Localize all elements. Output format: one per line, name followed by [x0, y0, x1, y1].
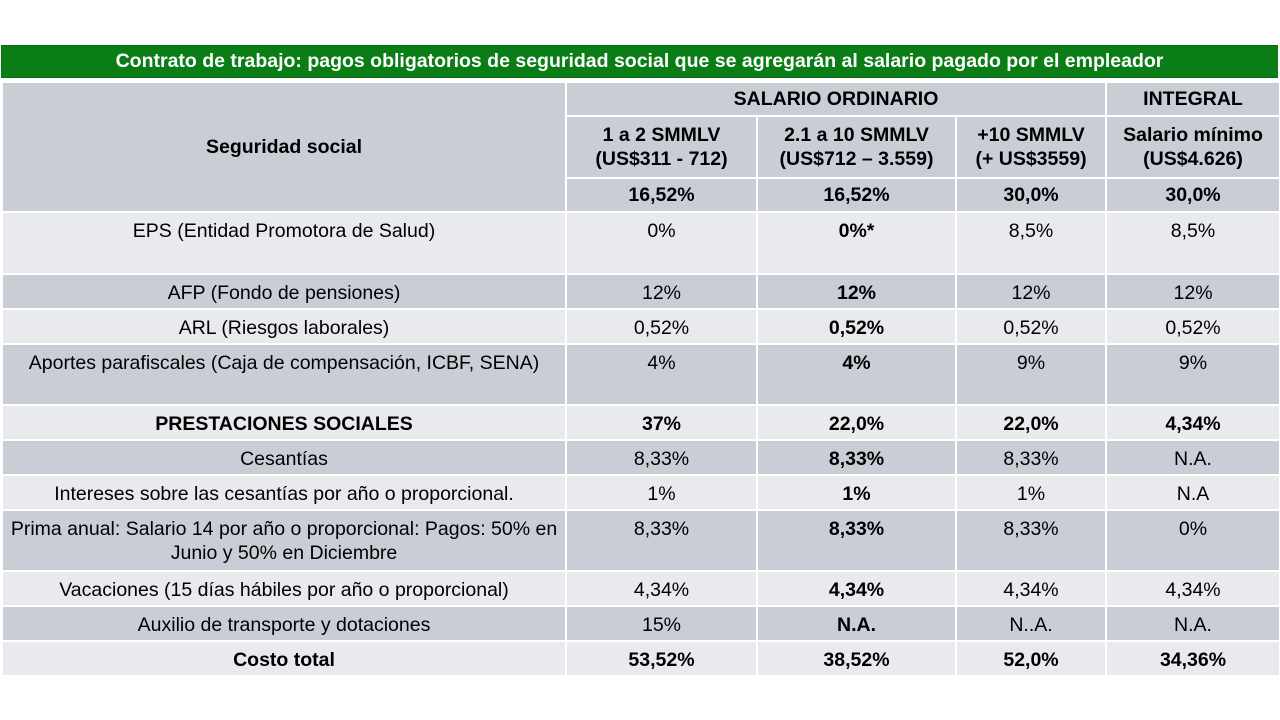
- seguridad-total-2: 16,52%: [756, 177, 957, 213]
- row-value: 8,5%: [954, 211, 1108, 275]
- row-value: 0,52%: [756, 308, 957, 345]
- header-group-row: Seguridad social SALARIO ORDINARIO INTEG…: [1, 81, 1280, 213]
- row-value: 4,34%: [1105, 404, 1280, 441]
- row-value: 34,36%: [1105, 640, 1280, 677]
- table-title: Contrato de trabajo: pagos obligatorios …: [1, 45, 1278, 78]
- row-value: 37%: [565, 404, 758, 441]
- table-row: ARL (Riesgos laborales) 0,52% 0,52% 0,52…: [1, 308, 1280, 345]
- seguridad-total-4: 30,0%: [1105, 177, 1280, 213]
- row-value: 12%: [756, 273, 957, 310]
- row-label: ARL (Riesgos laborales): [1, 308, 567, 345]
- header-totals-row: 16,52% 16,52% 30,0% 30,0%: [2, 177, 1280, 213]
- social-security-table: Seguridad social SALARIO ORDINARIO INTEG…: [1, 81, 1280, 677]
- row-value: 0%: [1105, 509, 1280, 572]
- row-value: 0,52%: [954, 308, 1108, 345]
- col-header-4: Salario mínimo (US$4.626): [1105, 115, 1280, 179]
- row-label: Intereses sobre las cesantías por año o …: [1, 474, 567, 511]
- row-value: 1%: [756, 474, 957, 511]
- row-value: 15%: [565, 605, 758, 642]
- row-value: N.A.: [1105, 605, 1280, 642]
- table-row: PRESTACIONES SOCIALES 37% 22,0% 22,0% 4,…: [1, 404, 1280, 441]
- row-value: 4,34%: [565, 570, 758, 607]
- row-label: Costo total: [1, 640, 567, 677]
- table-row: Cesantías 8,33% 8,33% 8,33% N.A.: [1, 439, 1280, 476]
- table-row: Prima anual: Salario 14 por año o propor…: [1, 509, 1280, 572]
- table-row: AFP (Fondo de pensiones) 12% 12% 12% 12%: [1, 273, 1280, 310]
- table-row-total: Costo total 53,52% 38,52% 52,0% 34,36%: [1, 640, 1280, 677]
- col-header-3: +10 SMMLV (+ US$3559): [954, 115, 1108, 179]
- row-value: 8,33%: [565, 509, 758, 572]
- row-value: 12%: [1105, 273, 1280, 310]
- table-row: Auxilio de transporte y dotaciones 15% N…: [1, 605, 1280, 642]
- row-value: 53,52%: [565, 640, 758, 677]
- integral-header: INTEGRAL: [1105, 81, 1280, 117]
- row-value: 8,5%: [1105, 211, 1280, 275]
- seguridad-total-1: 16,52%: [565, 177, 758, 213]
- row-value: N..A.: [954, 605, 1108, 642]
- row-value: 1%: [565, 474, 758, 511]
- table-row: EPS (Entidad Promotora de Salud) 0% 0%* …: [1, 211, 1280, 275]
- row-value: 0%: [565, 211, 758, 275]
- seguridad-total-3: 30,0%: [954, 177, 1108, 213]
- row-label: AFP (Fondo de pensiones): [1, 273, 567, 310]
- row-value: 9%: [954, 343, 1108, 406]
- row-label: Prima anual: Salario 14 por año o propor…: [1, 509, 567, 572]
- row-value: 4,34%: [954, 570, 1108, 607]
- row-label: Cesantías: [1, 439, 567, 476]
- row-value: 0%*: [756, 211, 957, 275]
- row-value: N.A.: [1105, 439, 1280, 476]
- table-row: Aportes parafiscales (Caja de compensaci…: [1, 343, 1280, 406]
- row-value: 12%: [954, 273, 1108, 310]
- col-header-2: 2.1 a 10 SMMLV (US$712 – 3.559): [756, 115, 957, 179]
- row-value: 8,33%: [756, 509, 957, 572]
- row-value: 4,34%: [1105, 570, 1280, 607]
- row-value: 8,33%: [565, 439, 758, 476]
- row-value: 4%: [565, 343, 758, 406]
- col-header-1: 1 a 2 SMMLV (US$311 - 712): [565, 115, 758, 179]
- row-label: EPS (Entidad Promotora de Salud): [1, 211, 567, 275]
- row-value: 0,52%: [1105, 308, 1280, 345]
- row-value: N.A.: [756, 605, 957, 642]
- row-value: 8,33%: [954, 509, 1108, 572]
- row-value: 52,0%: [954, 640, 1108, 677]
- row-value: 8,33%: [954, 439, 1108, 476]
- row-label: PRESTACIONES SOCIALES: [1, 404, 567, 441]
- row-label: Vacaciones (15 días hábiles por año o pr…: [1, 570, 567, 607]
- row-value: 22,0%: [756, 404, 957, 441]
- row-value: 12%: [565, 273, 758, 310]
- row-value: 22,0%: [954, 404, 1108, 441]
- row-value: 1%: [954, 474, 1108, 511]
- row-label: Aportes parafiscales (Caja de compensaci…: [1, 343, 567, 406]
- table-row: Intereses sobre las cesantías por año o …: [1, 474, 1280, 511]
- row-value: 4%: [756, 343, 957, 406]
- salario-ordinario-header: SALARIO ORDINARIO: [564, 81, 1108, 117]
- row-label: Auxilio de transporte y dotaciones: [1, 605, 567, 642]
- row-value: 9%: [1105, 343, 1280, 406]
- header-columns-row: 1 a 2 SMMLV (US$311 - 712) 2.1 a 10 SMMLV…: [2, 115, 1280, 179]
- row-value: 8,33%: [756, 439, 957, 476]
- row-value: N.A: [1105, 474, 1280, 511]
- row-value: 4,34%: [756, 570, 957, 607]
- table-row: Vacaciones (15 días hábiles por año o pr…: [1, 570, 1280, 607]
- row-value: 0,52%: [565, 308, 758, 345]
- row-value: 38,52%: [756, 640, 957, 677]
- seguridad-social-header: Seguridad social: [1, 81, 567, 213]
